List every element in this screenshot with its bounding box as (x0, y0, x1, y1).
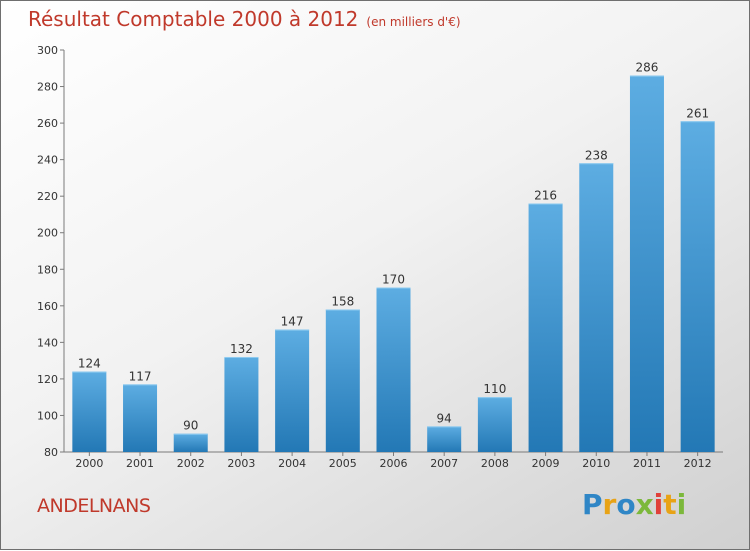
chart-title-text: Résultat Comptable 2000 à 2012 (28, 7, 359, 31)
bar-2000 (72, 371, 107, 452)
bar-2005 (325, 309, 360, 452)
bar-2004 (275, 329, 310, 452)
x-tick-label-2006: 2006 (380, 457, 408, 470)
y-tick-label: 240 (37, 154, 58, 167)
y-tick-label: 260 (37, 117, 58, 130)
bar-2002 (173, 433, 208, 452)
x-tick-label-2002: 2002 (177, 457, 205, 470)
y-tick-label: 180 (37, 263, 58, 276)
y-tick-label: 160 (37, 300, 58, 313)
bar-2007 (427, 426, 462, 452)
value-label-2009: 216 (534, 188, 557, 202)
logo-letter: o (616, 488, 636, 521)
y-tick-label: 140 (37, 336, 58, 349)
bar-2006 (376, 287, 411, 452)
value-label-2011: 286 (636, 61, 659, 75)
logo-letter: r (602, 488, 617, 521)
y-tick-label: 220 (37, 190, 58, 203)
value-label-2012: 261 (686, 106, 709, 120)
x-tick-label-2010: 2010 (582, 457, 610, 470)
chart-subtitle: (en milliers d'€) (366, 15, 461, 29)
bar-2009 (528, 203, 563, 452)
bar-2012 (680, 121, 715, 452)
y-tick-label: 280 (37, 81, 58, 94)
location-label: ANDELNANS (37, 495, 151, 517)
bar-2001 (123, 384, 158, 452)
value-label-2003: 132 (230, 342, 253, 356)
value-label-2007: 94 (437, 411, 452, 425)
value-label-2006: 170 (382, 273, 405, 287)
y-tick-label: 120 (37, 373, 58, 386)
logo-letter: i (676, 488, 687, 521)
bar-2003 (224, 356, 259, 452)
x-tick-label-2005: 2005 (329, 457, 357, 470)
value-label-2001: 117 (129, 369, 152, 383)
logo-letter: i (653, 488, 664, 521)
logo-letter: P (582, 488, 603, 521)
x-tick-label-2004: 2004 (278, 457, 306, 470)
x-tick-label-2007: 2007 (430, 457, 458, 470)
x-tick-label-2001: 2001 (126, 457, 154, 470)
x-tick-label-2009: 2009 (532, 457, 560, 470)
bar-2010 (579, 163, 614, 453)
logo-letter: x (635, 488, 654, 521)
chart-title: Résultat Comptable 2000 à 2012 (en millie… (28, 7, 461, 31)
proxiti-logo: Proxiti (582, 488, 686, 521)
y-tick-label: 100 (37, 409, 58, 422)
x-tick-label-2012: 2012 (684, 457, 712, 470)
y-tick-label: 200 (37, 227, 58, 240)
bar-2011 (629, 75, 664, 452)
bar-2008 (477, 397, 512, 452)
x-tick-label-2011: 2011 (633, 457, 661, 470)
logo-letter: t (663, 488, 677, 521)
y-tick-label: 300 (37, 44, 58, 57)
value-label-2008: 110 (483, 382, 506, 396)
y-tick-label: 80 (44, 446, 58, 459)
value-label-2010: 238 (585, 148, 608, 162)
value-label-2005: 158 (331, 294, 354, 308)
value-label-2000: 124 (78, 357, 101, 371)
value-label-2002: 90 (183, 419, 198, 433)
x-tick-label-2000: 2000 (75, 457, 103, 470)
value-label-2004: 147 (281, 315, 304, 329)
x-tick-label-2008: 2008 (481, 457, 509, 470)
x-tick-label-2003: 2003 (227, 457, 255, 470)
